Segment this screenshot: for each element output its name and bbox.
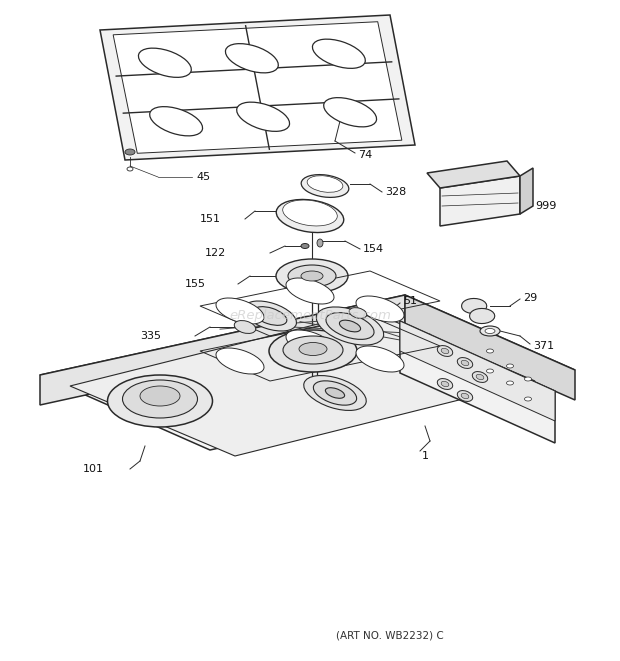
Ellipse shape	[441, 348, 449, 354]
Ellipse shape	[237, 102, 290, 132]
Text: 371: 371	[533, 341, 554, 351]
Ellipse shape	[356, 346, 404, 372]
Ellipse shape	[234, 321, 255, 333]
Text: 45: 45	[196, 172, 210, 182]
Ellipse shape	[138, 48, 192, 77]
Ellipse shape	[525, 377, 531, 381]
Ellipse shape	[487, 349, 494, 353]
Ellipse shape	[216, 298, 264, 324]
Ellipse shape	[301, 243, 309, 249]
Ellipse shape	[283, 200, 337, 226]
Ellipse shape	[269, 330, 357, 372]
Ellipse shape	[107, 375, 213, 427]
Ellipse shape	[326, 313, 374, 339]
Polygon shape	[40, 295, 575, 450]
Polygon shape	[440, 176, 520, 226]
Text: 151: 151	[200, 214, 221, 224]
Ellipse shape	[316, 307, 384, 345]
Ellipse shape	[299, 342, 327, 356]
Ellipse shape	[313, 381, 356, 405]
Ellipse shape	[472, 371, 488, 383]
Polygon shape	[40, 295, 405, 405]
Ellipse shape	[507, 364, 513, 368]
Ellipse shape	[461, 393, 469, 399]
Polygon shape	[400, 321, 555, 443]
Ellipse shape	[317, 239, 323, 247]
Polygon shape	[520, 168, 533, 214]
Polygon shape	[462, 299, 487, 313]
Text: 29: 29	[523, 293, 538, 303]
Polygon shape	[70, 311, 535, 456]
Ellipse shape	[437, 346, 453, 356]
Polygon shape	[113, 22, 402, 153]
Ellipse shape	[288, 265, 336, 287]
Text: 74: 74	[358, 150, 372, 160]
Ellipse shape	[244, 301, 296, 331]
Ellipse shape	[349, 307, 367, 319]
Ellipse shape	[307, 176, 343, 192]
Ellipse shape	[276, 259, 348, 293]
Text: 335: 335	[140, 331, 161, 341]
Text: 154: 154	[363, 244, 384, 254]
Ellipse shape	[487, 369, 494, 373]
Ellipse shape	[507, 381, 513, 385]
Polygon shape	[427, 161, 520, 188]
Text: (ART NO. WB2232) C: (ART NO. WB2232) C	[336, 631, 444, 641]
Ellipse shape	[304, 375, 366, 410]
Text: 999: 999	[535, 201, 556, 211]
Text: 155: 155	[185, 279, 206, 289]
Ellipse shape	[301, 271, 323, 281]
Ellipse shape	[216, 348, 264, 374]
Ellipse shape	[123, 380, 198, 418]
Ellipse shape	[301, 175, 349, 198]
Ellipse shape	[140, 386, 180, 406]
Ellipse shape	[437, 379, 453, 389]
Ellipse shape	[461, 360, 469, 366]
Text: 122: 122	[205, 248, 226, 258]
Ellipse shape	[286, 330, 334, 356]
Polygon shape	[405, 295, 575, 400]
Text: 51: 51	[403, 296, 417, 306]
Ellipse shape	[441, 381, 449, 387]
Polygon shape	[100, 15, 415, 160]
Ellipse shape	[525, 397, 531, 401]
Ellipse shape	[458, 358, 472, 368]
Ellipse shape	[324, 98, 376, 127]
Ellipse shape	[277, 200, 343, 233]
Text: 101: 101	[83, 464, 104, 474]
Ellipse shape	[356, 296, 404, 322]
Ellipse shape	[476, 374, 484, 379]
Text: eReplacementParts.com: eReplacementParts.com	[229, 309, 391, 323]
Polygon shape	[400, 321, 555, 421]
Text: 1: 1	[422, 451, 429, 461]
Ellipse shape	[339, 320, 361, 332]
Ellipse shape	[326, 388, 345, 399]
Ellipse shape	[283, 336, 343, 364]
Ellipse shape	[149, 106, 203, 136]
Ellipse shape	[480, 326, 500, 336]
Ellipse shape	[458, 391, 472, 401]
Ellipse shape	[312, 39, 365, 68]
Polygon shape	[469, 309, 495, 323]
Ellipse shape	[485, 329, 495, 334]
Ellipse shape	[226, 44, 278, 73]
Ellipse shape	[125, 149, 135, 155]
Text: 328: 328	[385, 187, 406, 197]
Ellipse shape	[286, 278, 334, 304]
Ellipse shape	[253, 307, 287, 325]
